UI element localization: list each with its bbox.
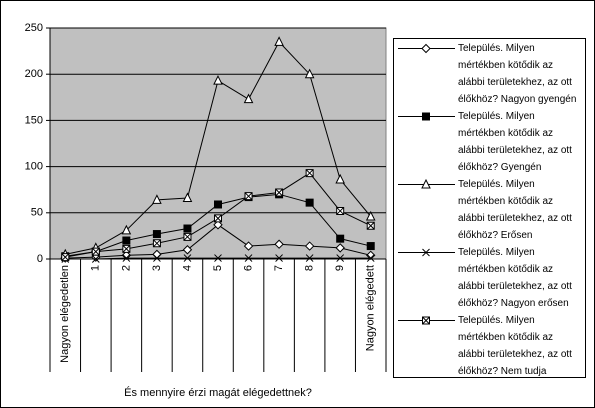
marker <box>274 36 284 46</box>
marker <box>121 224 132 235</box>
marker <box>335 173 345 184</box>
marker <box>244 192 253 201</box>
marker <box>305 198 314 207</box>
marker <box>121 250 132 261</box>
marker <box>214 254 222 262</box>
marker <box>183 254 192 262</box>
y-tick-label: 50 <box>31 207 43 219</box>
legend-marker <box>422 248 430 257</box>
legend-label: Település. Milyen mértékben kötődik az a… <box>458 179 572 241</box>
marker <box>182 192 193 203</box>
marker <box>366 221 375 230</box>
marker <box>366 250 376 261</box>
marker <box>122 244 131 253</box>
legend-label: Település. Milyen mértékben kötődik az a… <box>458 315 572 377</box>
legend-marker <box>422 112 430 121</box>
marker <box>275 188 284 197</box>
marker <box>304 68 315 79</box>
marker <box>152 230 161 239</box>
marker <box>244 254 253 262</box>
marker <box>214 200 222 209</box>
x-tick-label: Nagyon elégedett <box>365 265 377 351</box>
y-tick-label: 250 <box>25 22 43 34</box>
x-tick-label: 3 <box>151 265 163 271</box>
marker <box>183 224 192 233</box>
marker <box>365 210 376 221</box>
marker <box>91 247 100 256</box>
x-tick-label: 4 <box>181 265 193 271</box>
x-tick-label: 5 <box>212 265 224 271</box>
marker <box>243 93 254 104</box>
legend-marker <box>421 178 431 189</box>
legend-label: Település. Milyen mértékben kötődik az a… <box>458 111 572 173</box>
x-tick-label: 6 <box>242 265 254 271</box>
marker <box>366 254 375 262</box>
marker <box>336 254 345 262</box>
legend-label: Település. Milyen mértékben kötődik az a… <box>458 43 577 105</box>
marker <box>152 194 162 204</box>
marker <box>336 234 345 243</box>
legend-label: Település. Milyen mértékben kötődik az a… <box>458 247 572 309</box>
marker <box>91 255 100 263</box>
marker <box>305 169 314 178</box>
marker <box>122 236 131 245</box>
marker <box>61 253 70 262</box>
x-tick-label: Nagyon elégedetlen <box>59 265 71 363</box>
marker <box>182 245 193 255</box>
x-axis-title: És mennyire érzi magát elégedettnek? <box>124 386 312 399</box>
marker <box>274 239 284 249</box>
y-tick-label: 0 <box>37 253 43 265</box>
marker <box>213 75 223 85</box>
marker <box>335 243 345 253</box>
y-tick-label: 200 <box>25 68 43 80</box>
marker <box>183 232 192 241</box>
x-tick-label: 7 <box>273 265 285 271</box>
marker <box>304 241 315 251</box>
x-tick-label: 9 <box>334 265 346 271</box>
legend-marker <box>422 316 430 325</box>
marker <box>122 254 131 262</box>
x-tick-label: 1 <box>90 265 102 271</box>
marker <box>336 206 345 215</box>
legend-marker <box>421 43 431 54</box>
marker <box>152 239 161 248</box>
y-tick-label: 150 <box>25 114 43 126</box>
y-tick-label: 100 <box>25 161 43 173</box>
x-tick-label: 8 <box>304 265 316 271</box>
legend: Település. Milyen mértékben kötődik az a… <box>393 38 586 378</box>
marker <box>366 242 375 251</box>
marker <box>305 254 314 262</box>
x-tick-label: 2 <box>120 265 132 271</box>
marker <box>153 254 161 262</box>
marker <box>213 220 223 230</box>
marker <box>275 254 283 262</box>
marker <box>214 214 222 223</box>
marker <box>243 241 254 251</box>
